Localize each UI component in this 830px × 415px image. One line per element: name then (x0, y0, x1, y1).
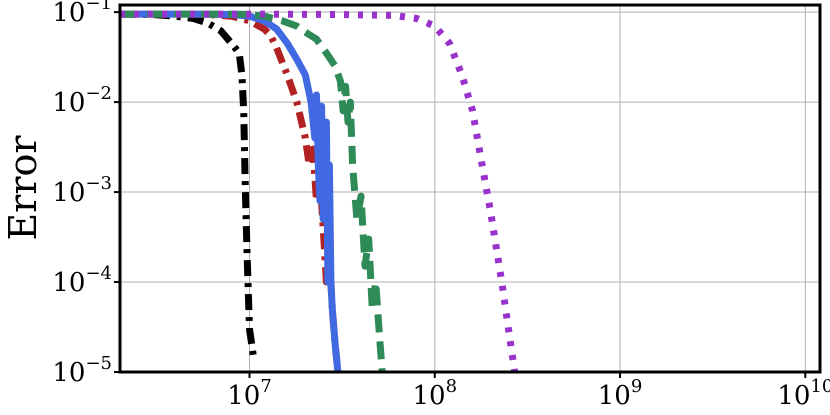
y-tick-exponent: −5 (85, 353, 112, 374)
y-tick-base: 10 (52, 178, 85, 208)
grid-lines (120, 5, 820, 373)
x-tick-exponent: 10 (810, 376, 830, 397)
y-tick-label: 10−1 (52, 0, 112, 28)
y-axis-label: Error (1, 135, 45, 241)
x-tick-base: 10 (227, 381, 260, 411)
y-tick-label: 10−2 (52, 83, 112, 118)
series-layer (120, 10, 519, 372)
plot-frame (118, 3, 822, 374)
x-tick-exponent: 8 (446, 376, 457, 397)
x-tick-exponent: 7 (260, 376, 271, 397)
series-line-3 (120, 10, 342, 372)
y-tick-label: 10−5 (52, 353, 112, 388)
y-tick-base: 10 (52, 268, 85, 298)
x-tick-label: 108 (413, 376, 458, 411)
x-tick-label: 1010 (777, 376, 830, 411)
y-tick-exponent: −1 (85, 0, 112, 14)
x-tick-base: 10 (413, 381, 446, 411)
y-tick-exponent: −4 (85, 263, 112, 284)
y-tick-base: 10 (52, 0, 85, 28)
x-tick-label: 109 (598, 376, 643, 411)
series-line-5 (120, 10, 519, 372)
x-tick-exponent: 9 (631, 376, 642, 397)
y-tick-exponent: −2 (85, 83, 112, 104)
x-tick-base: 10 (777, 381, 810, 411)
y-tick-label: 10−3 (52, 173, 112, 208)
x-tick-label: 107 (227, 376, 272, 411)
x-tick-base: 10 (598, 381, 631, 411)
y-tick-base: 10 (52, 88, 85, 118)
y-tick-exponent: −3 (85, 173, 112, 194)
y-tick-label: 10−4 (52, 263, 112, 298)
series-line-1 (120, 10, 257, 357)
y-tick-base: 10 (52, 358, 85, 388)
